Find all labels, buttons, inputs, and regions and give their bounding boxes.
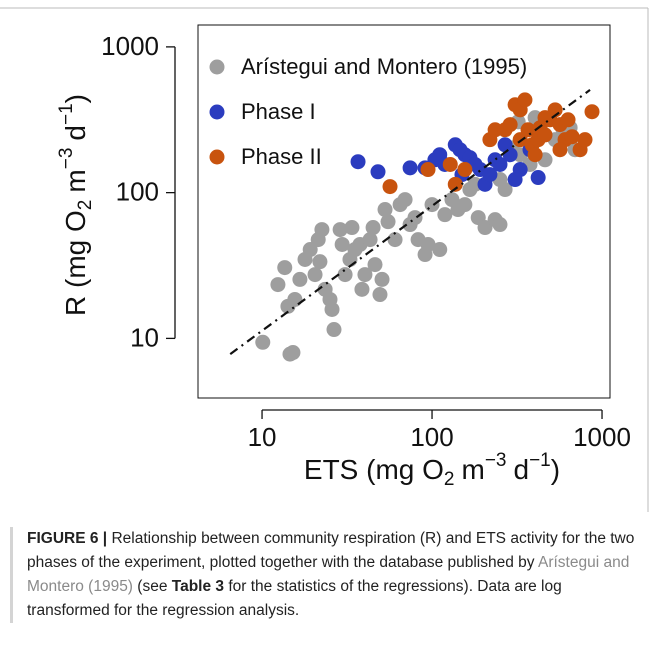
x-axis-label-part: −3	[485, 450, 507, 471]
y-axis-label-part: −1	[56, 103, 77, 125]
x-axis-label-part: −1	[529, 450, 551, 471]
y-tick-label: 1000	[101, 31, 159, 61]
point	[292, 271, 308, 287]
point	[324, 301, 340, 317]
caption-text: Relationship between community respirati…	[27, 530, 635, 571]
point	[537, 110, 553, 126]
y-axis-label-part: R (mg O	[60, 210, 91, 316]
point	[512, 162, 528, 178]
plot-frame	[197, 24, 611, 399]
legend-label: Arístegui and Montero (1995)	[241, 54, 527, 79]
point	[437, 207, 453, 223]
point	[337, 267, 353, 283]
point	[255, 334, 271, 350]
point	[312, 254, 328, 270]
point	[420, 236, 436, 252]
point	[314, 222, 330, 238]
x-tick-label: 1000	[573, 422, 631, 452]
caption-table-ref: Table 3	[171, 578, 225, 595]
point	[287, 291, 303, 307]
y-axis-label-part: d	[60, 125, 91, 141]
point	[367, 257, 383, 273]
point	[326, 322, 342, 338]
y-axis-label-part: 2	[75, 200, 96, 211]
caption-reference[interactable]: Arístegui and Montero (1995)	[27, 554, 630, 595]
point	[420, 162, 436, 178]
point	[560, 112, 576, 128]
point	[520, 122, 536, 138]
point	[477, 220, 493, 236]
point	[584, 104, 600, 120]
y-axis-label-part: m	[60, 169, 91, 192]
legend-label: Phase I	[241, 99, 316, 124]
x-axis-label-part: 2	[444, 469, 455, 490]
point	[380, 214, 396, 230]
point	[334, 236, 350, 252]
point	[377, 202, 393, 218]
point	[407, 210, 423, 226]
point	[502, 147, 518, 163]
point	[307, 267, 323, 283]
x-axis-label-part: d	[514, 454, 530, 485]
point	[502, 117, 518, 133]
point	[577, 132, 593, 148]
x-axis-label: ETS (mg O2 m−3 d−1)	[304, 450, 560, 490]
legend-marker	[209, 59, 225, 75]
point	[442, 156, 458, 172]
legend-marker	[209, 104, 225, 120]
point	[362, 232, 378, 248]
y-tick-label: 10	[130, 322, 159, 352]
point	[432, 242, 448, 258]
legend-label: Phase II	[241, 144, 322, 169]
point	[397, 192, 413, 208]
x-axis-label-part: m	[462, 454, 485, 485]
point	[482, 167, 498, 183]
caption: FIGURE 6 | Relationship between communit…	[10, 527, 647, 623]
point	[344, 220, 360, 236]
x-axis-label-part: )	[551, 454, 560, 485]
x-tick-label: 100	[410, 422, 453, 452]
point	[370, 164, 386, 180]
point	[285, 345, 301, 361]
point	[457, 162, 473, 178]
point	[492, 156, 508, 172]
point	[365, 220, 381, 236]
point	[402, 160, 418, 176]
y-axis-label-part: )	[60, 94, 91, 103]
y-axis-label: R (mg O2 m−3 d−1)	[56, 94, 96, 316]
point	[530, 170, 546, 186]
caption-label: FIGURE 6 |	[27, 530, 108, 547]
point	[382, 179, 398, 195]
point	[492, 217, 508, 233]
point	[537, 127, 553, 143]
point	[332, 222, 348, 238]
x-axis-label-part: ETS (mg O	[304, 454, 444, 485]
point	[424, 197, 440, 213]
point	[277, 260, 293, 276]
point	[270, 277, 286, 293]
point	[350, 154, 366, 170]
y-tick-label: 100	[116, 177, 159, 207]
point	[527, 147, 543, 163]
legend-marker	[209, 149, 225, 165]
caption-text: (see	[137, 578, 168, 595]
point	[357, 267, 373, 283]
caption-text: for the statistics of the regressions). …	[27, 578, 562, 619]
point	[374, 271, 390, 287]
point	[447, 176, 463, 192]
y-axis-label-part: −3	[56, 148, 77, 170]
point	[387, 232, 403, 248]
point	[564, 129, 580, 145]
point	[517, 92, 533, 108]
point	[457, 197, 473, 213]
point	[354, 281, 370, 297]
point	[552, 142, 568, 158]
regression-line	[229, 88, 591, 356]
x-tick-label: 10	[248, 422, 277, 452]
point	[372, 287, 388, 303]
